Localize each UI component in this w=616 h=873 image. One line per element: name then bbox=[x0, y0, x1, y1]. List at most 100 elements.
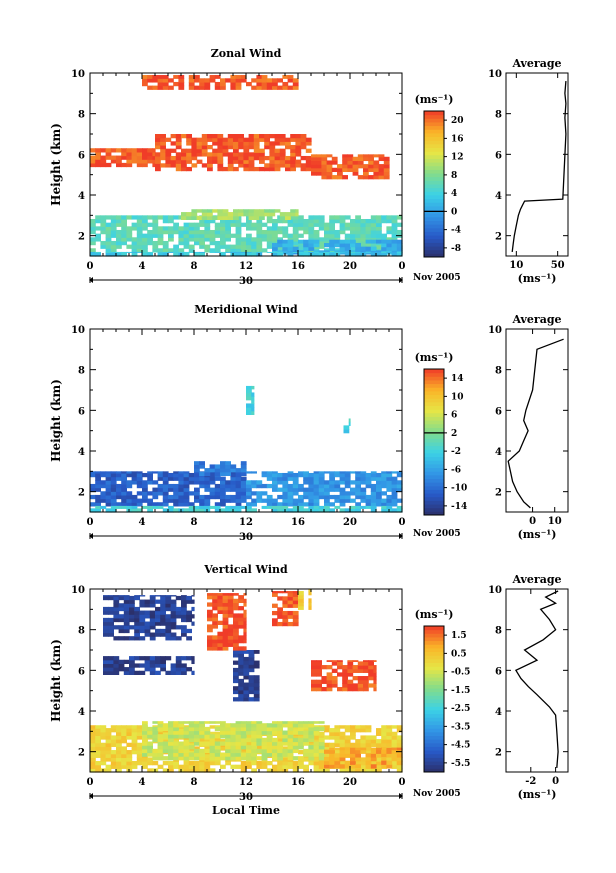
heat-cell bbox=[321, 160, 328, 165]
heat-cell bbox=[217, 137, 224, 142]
heat-cell bbox=[209, 725, 216, 729]
heat-cell bbox=[235, 741, 242, 746]
heat-cell bbox=[329, 222, 335, 227]
heat-cell bbox=[376, 757, 382, 762]
colorbar-band bbox=[424, 647, 444, 653]
colorbar-tick-label: 14 bbox=[451, 374, 464, 384]
heat-cell bbox=[378, 164, 385, 169]
heat-cell bbox=[329, 251, 335, 253]
heat-cell bbox=[207, 166, 213, 172]
colorbar-band bbox=[424, 136, 444, 141]
heat-cell bbox=[121, 735, 127, 740]
heat-cell bbox=[243, 639, 247, 644]
heat-cell bbox=[339, 735, 346, 740]
heat-cell bbox=[381, 742, 387, 747]
heat-cell bbox=[168, 756, 174, 761]
heat-cell bbox=[318, 764, 325, 769]
heat-cell bbox=[139, 625, 146, 630]
heat-cell bbox=[243, 602, 247, 607]
heat-cell bbox=[352, 164, 359, 169]
heat-cell bbox=[381, 239, 387, 244]
heat-cell bbox=[149, 595, 156, 597]
heat-cell bbox=[194, 468, 200, 473]
colorbar-band bbox=[424, 684, 444, 689]
heat-cell bbox=[105, 476, 112, 481]
heat-cell bbox=[136, 237, 143, 242]
heat-cell bbox=[287, 748, 294, 754]
heat-cell bbox=[136, 483, 143, 489]
heat-cell bbox=[230, 494, 237, 500]
heat-cell bbox=[243, 689, 250, 695]
heat-cell bbox=[183, 768, 190, 773]
heat-cell bbox=[165, 625, 172, 630]
heat-cell bbox=[178, 730, 185, 735]
heat-cell bbox=[381, 251, 387, 253]
heat-cell bbox=[352, 167, 359, 173]
heat-cell bbox=[199, 752, 205, 757]
heat-cell bbox=[181, 603, 187, 608]
heat-cell bbox=[313, 735, 320, 740]
heat-cell bbox=[168, 237, 174, 242]
heat-cell bbox=[363, 175, 369, 180]
heat-cell bbox=[152, 502, 159, 507]
heat-cell bbox=[116, 739, 122, 744]
heat-cell bbox=[121, 471, 127, 474]
heat-cell bbox=[287, 761, 294, 766]
heat-cell bbox=[287, 756, 294, 761]
colorbar-band bbox=[424, 764, 444, 769]
heat-cell bbox=[253, 678, 260, 684]
heat-cell bbox=[391, 222, 398, 227]
heat-cell bbox=[344, 747, 351, 751]
heat-cell bbox=[108, 667, 114, 672]
heat-cell bbox=[139, 636, 146, 641]
heat-cell bbox=[123, 595, 130, 597]
heat-cell bbox=[147, 502, 153, 507]
heat-cell bbox=[105, 251, 112, 253]
heat-cell bbox=[207, 642, 213, 647]
heat-cell bbox=[220, 741, 226, 746]
heat-cell bbox=[256, 233, 263, 238]
heat-cell bbox=[212, 639, 218, 644]
heat-cell bbox=[90, 222, 96, 227]
heat-cell bbox=[225, 726, 231, 732]
heat-cell bbox=[194, 461, 200, 466]
heat-cell bbox=[295, 212, 299, 217]
heat-cell bbox=[360, 739, 367, 744]
heat-cell bbox=[173, 226, 179, 231]
heat-cell bbox=[134, 656, 140, 661]
heat-cell bbox=[259, 148, 265, 153]
heat-cell bbox=[292, 215, 299, 220]
heat-cell bbox=[235, 734, 242, 739]
heat-cell bbox=[103, 621, 109, 626]
colorbar-frame bbox=[423, 625, 445, 773]
heat-cell bbox=[178, 471, 185, 474]
heat-cell bbox=[396, 222, 403, 227]
heat-cell bbox=[162, 756, 169, 761]
heat-cell bbox=[287, 239, 294, 244]
heat-cell bbox=[212, 209, 218, 213]
heat-cell bbox=[339, 242, 346, 248]
heat-cell bbox=[253, 141, 260, 146]
heat-cell bbox=[331, 167, 338, 173]
heat-cell bbox=[222, 620, 229, 625]
heat-cell bbox=[277, 251, 283, 253]
heat-cell bbox=[292, 246, 299, 251]
heat-cell bbox=[222, 617, 229, 622]
heat-cell bbox=[355, 251, 361, 253]
heat-cell bbox=[352, 160, 359, 165]
heat-cell bbox=[90, 237, 96, 242]
heat-cell bbox=[209, 494, 216, 500]
heat-cell bbox=[220, 498, 226, 503]
heat-cell bbox=[175, 656, 182, 661]
heat-cell bbox=[147, 233, 153, 238]
heat-cell bbox=[173, 721, 179, 724]
heat-cell bbox=[131, 505, 138, 509]
heat-cell bbox=[298, 252, 304, 257]
heat-cell bbox=[266, 498, 273, 503]
heat-cell bbox=[240, 730, 247, 735]
heat-cell bbox=[220, 222, 226, 227]
colorbar-band bbox=[424, 471, 444, 476]
heat-cell bbox=[259, 152, 265, 157]
heat-cell bbox=[318, 752, 325, 757]
heat-cell bbox=[142, 240, 148, 246]
